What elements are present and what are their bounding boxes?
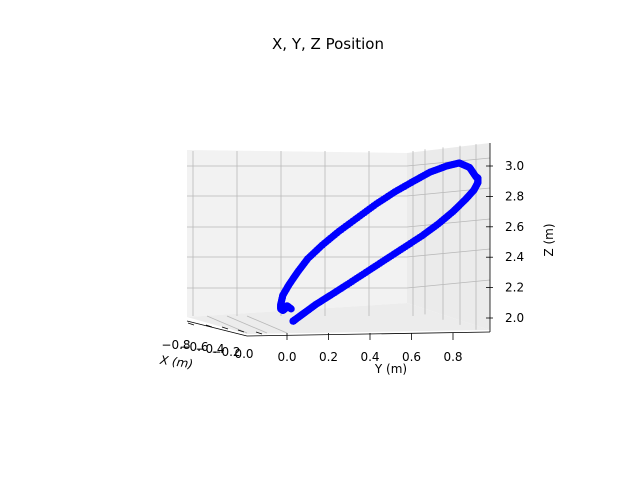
y-axis-line [246,331,491,337]
z-axis-label: Z (m) [542,223,556,256]
z-tick-label: 2.0 [505,311,524,325]
back-pane [187,150,407,317]
grid-lines [187,144,491,334]
y-tick-label: 0.2 [319,350,338,364]
data-point [287,305,295,313]
z-tick-label: 2.4 [505,250,524,264]
z-tick-label: 2.6 [505,220,524,234]
z-tick-label: 3.0 [505,159,524,173]
axis-lines [186,143,491,337]
y-tick-label: 0.4 [360,350,379,364]
x-axis-line [186,320,248,337]
x-tick [187,322,195,326]
x-tick-label: 0.0 [234,347,253,361]
z-tick-label: 2.8 [505,189,524,203]
x-tick [221,326,229,330]
chart-title: X, Y, Z Position [272,35,384,53]
y-tick-label: 0.8 [443,350,462,364]
x-tick-label: −0.8 [161,338,190,352]
grid-line [206,315,248,334]
x-axis-label: X (m) [158,353,194,372]
grid-line [226,315,268,334]
x-tick-label: −0.2 [211,345,240,359]
z-tick-labels: 2.0 2.2 2.4 2.6 2.8 3.0 [505,159,524,325]
x-tick-label: −0.6 [179,340,208,354]
tick-marks [187,165,493,340]
axes-panes [187,143,490,334]
x-tick [237,329,245,333]
x-tick-labels: −0.8−0.6−0.4−0.20.0 [161,338,253,361]
y-tick-label: 0.0 [277,350,296,364]
y-axis-label: Y (m) [374,362,407,376]
x-tick [205,324,213,328]
x-tick-label: −0.4 [195,342,224,356]
z-tick-label: 2.2 [505,281,524,295]
y-tick-labels: 0.0 0.2 0.4 0.6 0.8 [277,350,462,364]
x-tick [255,331,263,335]
y-tick-label: 0.6 [402,350,421,364]
grid-line [246,315,288,334]
floor-pane [187,303,490,334]
scatter-series [277,159,482,325]
